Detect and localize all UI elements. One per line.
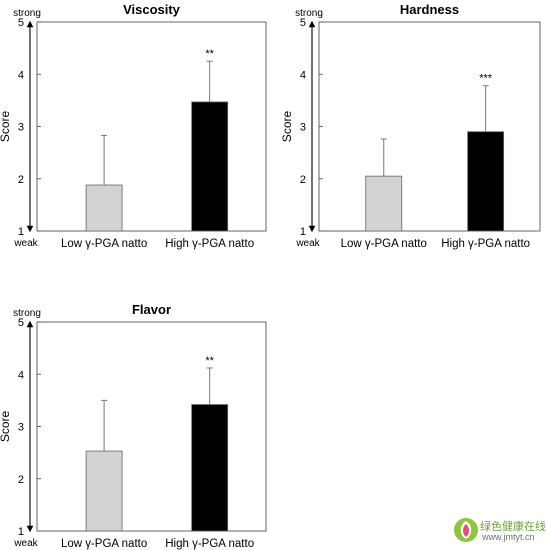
scale-top-label: strong	[13, 308, 41, 319]
y-tick-label: 1	[18, 526, 24, 538]
plot-frame	[36, 321, 267, 532]
significance-mark: **	[205, 48, 214, 60]
y-axis-label: Score	[280, 111, 294, 143]
scale-bottom-label: weak	[295, 238, 320, 249]
y-tick-label: 5	[300, 17, 306, 29]
category-label: High γ-PGA natto	[165, 538, 254, 550]
category-label: Low γ-PGA natto	[61, 238, 147, 250]
bar-high	[191, 101, 229, 232]
category-label: Low γ-PGA natto	[61, 538, 147, 550]
category-label: Low γ-PGA natto	[341, 238, 427, 250]
significance-mark: ***	[479, 73, 493, 85]
y-tick-label: 5	[18, 17, 24, 29]
bar-high	[467, 131, 505, 232]
y-tick-label: 1	[18, 226, 24, 238]
y-tick-label: 4	[18, 69, 24, 81]
plot-frame	[318, 21, 541, 232]
bar-low	[85, 450, 123, 532]
chart-title: Hardness	[400, 2, 459, 17]
y-tick-label: 3	[300, 122, 306, 134]
significance-mark: **	[205, 355, 214, 367]
y-axis-label: Score	[0, 411, 12, 443]
y-tick-label: 3	[18, 122, 24, 134]
y-tick-label: 3	[18, 422, 24, 434]
y-tick-label: 4	[300, 69, 306, 81]
bar-high	[191, 404, 229, 532]
bar-low	[365, 175, 403, 232]
bar-low	[85, 184, 123, 232]
y-tick-label: 2	[18, 474, 24, 486]
chart-title: Flavor	[132, 302, 171, 317]
y-axis-label: Score	[0, 111, 12, 143]
y-tick-label: 2	[300, 174, 306, 186]
y-tick-label: 1	[300, 226, 306, 238]
scale-top-label: strong	[13, 8, 41, 19]
chart-title: Viscosity	[123, 2, 181, 17]
scale-bottom-label: weak	[13, 238, 38, 249]
plot-frame	[36, 21, 267, 232]
watermark-url: www.jmtyt.cn	[482, 532, 535, 542]
scale-bottom-label: weak	[13, 538, 38, 549]
leaf-logo-icon	[454, 518, 478, 542]
watermark: 绿色健康在线 www.jmtyt.cn	[453, 517, 546, 547]
watermark-title: 绿色健康在线	[480, 520, 546, 533]
category-label: High γ-PGA natto	[165, 238, 254, 250]
scale-top-label: strong	[295, 8, 323, 19]
y-tick-label: 5	[18, 317, 24, 329]
category-label: High γ-PGA natto	[441, 238, 530, 250]
y-tick-label: 2	[18, 174, 24, 186]
y-tick-label: 4	[18, 369, 24, 381]
